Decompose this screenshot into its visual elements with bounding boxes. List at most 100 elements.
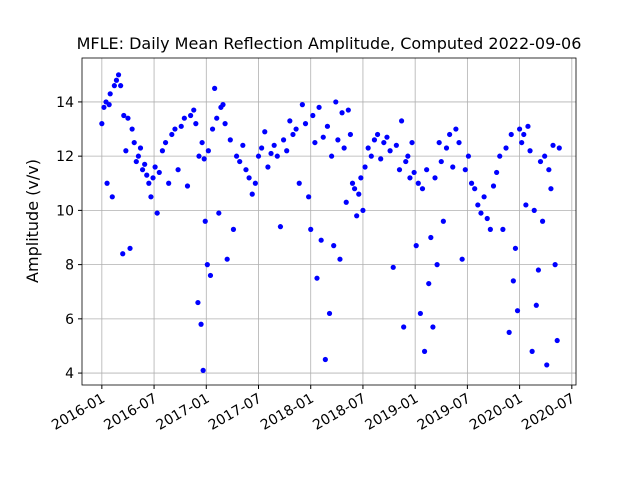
data-point	[249, 191, 255, 197]
data-point	[521, 131, 527, 138]
data-point	[237, 158, 243, 165]
x-tick-label: 2017-07	[206, 391, 265, 434]
data-point	[209, 126, 216, 132]
data-point	[459, 256, 465, 262]
data-point	[494, 169, 500, 176]
data-point	[424, 167, 430, 173]
data-point	[335, 137, 341, 143]
x-tick-label: 2018-01	[258, 391, 317, 434]
data-point	[274, 153, 280, 159]
data-point	[156, 169, 162, 176]
data-point	[487, 226, 493, 232]
data-point	[351, 186, 358, 192]
data-point	[503, 145, 509, 151]
data-point	[556, 145, 562, 151]
data-point	[529, 348, 535, 354]
data-point	[224, 256, 230, 262]
data-point	[146, 180, 152, 186]
data-point	[401, 324, 407, 330]
y-tick-label: 10	[56, 203, 74, 219]
data-point	[514, 308, 521, 314]
data-point	[142, 161, 148, 167]
data-point	[552, 262, 558, 268]
data-point	[475, 202, 481, 208]
data-point	[214, 115, 220, 121]
data-point	[465, 153, 472, 159]
data-point	[178, 123, 184, 129]
data-point	[212, 85, 218, 91]
data-point	[135, 153, 141, 159]
data-point	[216, 210, 222, 216]
data-point	[450, 164, 456, 170]
data-point	[462, 167, 468, 173]
data-point	[227, 137, 233, 143]
data-point	[453, 126, 459, 132]
data-point	[426, 280, 432, 287]
chart-title: MFLE: Daily Mean Reflection Amplitude, C…	[77, 34, 582, 53]
data-point	[510, 278, 516, 284]
x-tick-label: 2020-01	[467, 391, 526, 434]
data-point	[548, 186, 554, 192]
data-point	[415, 180, 421, 186]
data-point	[331, 243, 337, 249]
data-point	[299, 102, 305, 108]
data-point	[123, 148, 129, 154]
data-point	[419, 186, 426, 192]
data-point	[472, 186, 478, 192]
x-tick-label: 2016-01	[49, 391, 108, 434]
data-point	[127, 245, 133, 251]
plot-frame	[81, 57, 577, 386]
data-point	[172, 126, 178, 132]
data-point	[280, 137, 287, 143]
data-point	[99, 121, 105, 127]
data-point	[109, 194, 115, 200]
x-tick-label: 2019-01	[363, 391, 422, 434]
y-tick-label: 12	[56, 149, 74, 165]
data-point	[333, 99, 339, 105]
data-point	[527, 148, 533, 154]
data-point	[152, 164, 158, 170]
data-point	[310, 112, 316, 119]
data-point	[207, 272, 214, 279]
data-point	[133, 158, 139, 165]
data-point	[456, 139, 462, 146]
data-point	[312, 139, 318, 146]
data-point	[378, 156, 384, 162]
data-point	[106, 102, 112, 108]
data-point	[201, 156, 207, 162]
data-point	[341, 145, 347, 151]
data-point	[129, 126, 135, 132]
y-tick-label: 6	[65, 312, 74, 328]
data-point	[468, 180, 475, 186]
data-point	[240, 142, 246, 148]
data-point	[265, 164, 271, 170]
data-point	[525, 123, 531, 129]
data-point	[188, 112, 194, 119]
data-point	[517, 126, 523, 132]
data-point	[205, 148, 211, 154]
data-point	[314, 275, 320, 281]
data-point	[434, 262, 440, 268]
data-point	[198, 321, 204, 327]
data-point	[296, 180, 302, 186]
data-point	[306, 194, 312, 200]
data-point	[347, 131, 354, 138]
data-point	[381, 139, 387, 146]
data-point	[184, 183, 191, 189]
data-point	[320, 134, 326, 140]
data-point	[365, 145, 371, 151]
data-point	[118, 83, 124, 89]
data-point	[120, 251, 126, 257]
data-point	[316, 104, 322, 110]
data-point	[405, 153, 411, 159]
data-point	[246, 175, 252, 181]
y-tick-label: 8	[65, 258, 74, 274]
data-point	[432, 175, 438, 181]
data-point	[417, 310, 423, 317]
data-point	[293, 126, 299, 132]
data-point	[162, 139, 169, 146]
y-axis-label: Amplitude (v/v)	[23, 159, 42, 283]
data-point	[371, 137, 378, 143]
data-point	[362, 164, 368, 170]
data-point	[324, 123, 331, 129]
